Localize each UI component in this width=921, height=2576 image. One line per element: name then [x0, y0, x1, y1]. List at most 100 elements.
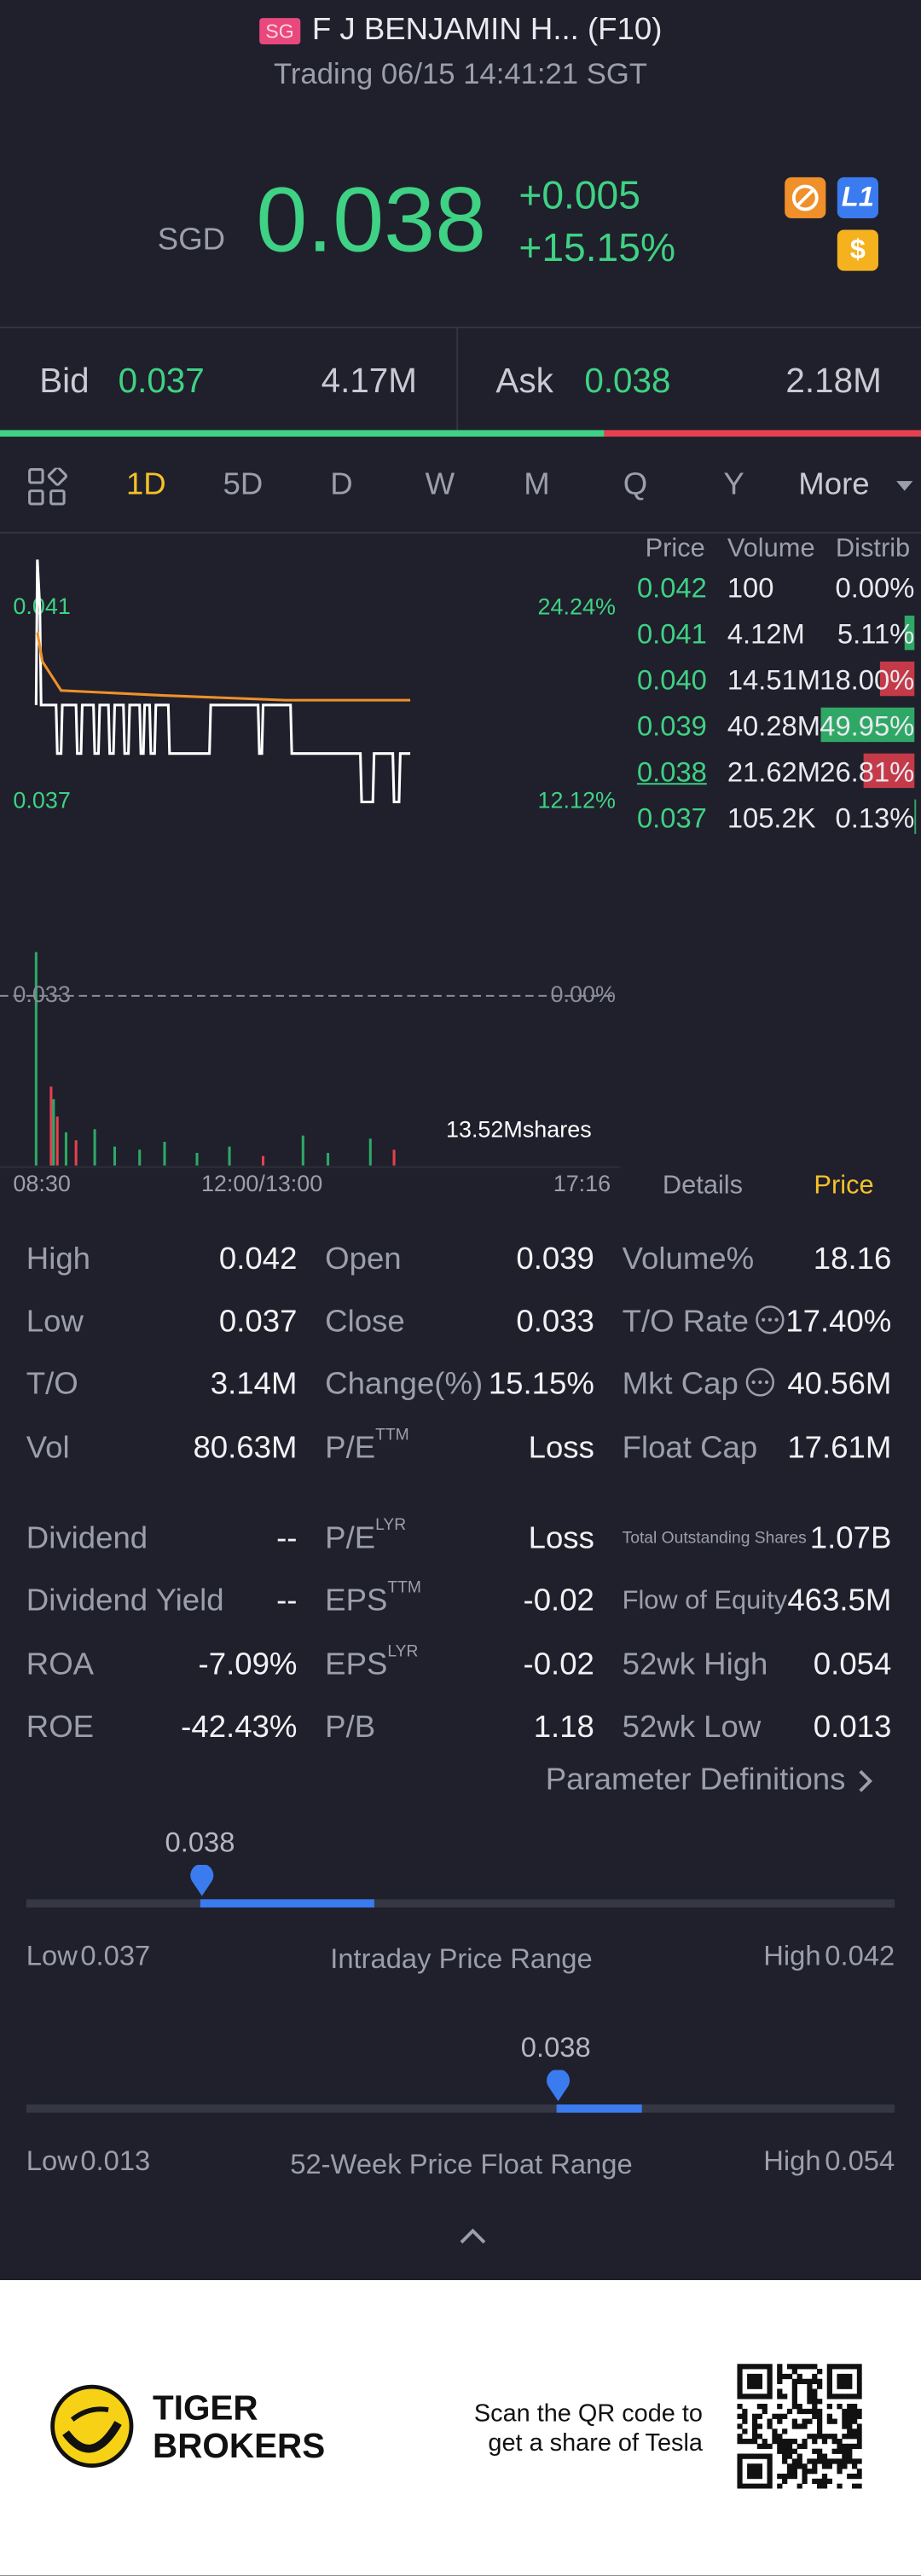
stat-label: Volume% — [623, 1244, 755, 1276]
qr-cell — [847, 2423, 853, 2429]
qr-cell — [831, 2394, 837, 2399]
qr-cell — [821, 2434, 828, 2440]
period-tab[interactable]: Q — [623, 467, 648, 503]
stat-label: Dividend Yield — [26, 1586, 224, 1618]
info-icon[interactable] — [744, 1366, 777, 1399]
qr-cell — [791, 2473, 797, 2480]
qr-cell — [751, 2413, 758, 2419]
qr-cell — [812, 2378, 818, 2384]
qr-cell — [847, 2448, 853, 2454]
y2-tick-label: 12.12% — [538, 788, 616, 813]
qr-cell — [747, 2473, 753, 2480]
qr-cell — [826, 2463, 832, 2469]
stat-label-text: EPS — [325, 1647, 388, 1683]
qr-cell — [802, 2438, 808, 2445]
book-volume: 40.28M — [727, 710, 820, 743]
qr-cell — [796, 2373, 802, 2380]
bid-bar — [0, 430, 605, 437]
qr-cell — [842, 2448, 848, 2454]
qr-cell — [777, 2448, 783, 2454]
qr-cell — [847, 2428, 853, 2434]
qr-cell — [856, 2388, 862, 2394]
x-tick-label: 17:16 — [553, 1171, 611, 1196]
qr-cell — [756, 2453, 763, 2459]
period-tab[interactable]: D — [330, 467, 353, 503]
book-volume: 105.2K — [727, 802, 816, 834]
qr-cell — [812, 2408, 818, 2415]
volume-bar — [34, 952, 38, 1166]
volume-bar — [163, 1142, 166, 1166]
qr-cell — [786, 2443, 793, 2450]
qr-cell — [742, 2428, 748, 2434]
stat-label-sup: TTM — [387, 1578, 421, 1598]
price-tab[interactable]: Price — [814, 1172, 874, 1201]
qr-cell — [831, 2418, 837, 2424]
range-marker — [546, 2069, 570, 2102]
qr-cell — [751, 2473, 758, 2480]
qr-cell — [817, 2483, 823, 2489]
chevron — [859, 1769, 873, 1792]
stat-label-text: Total Outstanding Shares — [622, 1530, 807, 1548]
brand-line-1: TIGER — [153, 2389, 258, 2428]
qr-cell — [842, 2423, 848, 2429]
qr-cell — [851, 2463, 858, 2469]
stat-value: -- — [276, 1583, 298, 1619]
qr-cell — [817, 2423, 823, 2429]
icon-glyph — [791, 184, 819, 211]
qr-cell — [777, 2434, 783, 2440]
qr-cell — [737, 2483, 743, 2489]
qr-cell — [851, 2434, 858, 2440]
qr-cell — [791, 2463, 797, 2469]
qr-cell — [837, 2458, 843, 2464]
collapse-caret[interactable] — [458, 2226, 488, 2245]
info-icon[interactable] — [754, 1304, 787, 1337]
stat-value: 0.033 — [516, 1305, 594, 1340]
qr-cell — [842, 2383, 848, 2389]
qr-cell — [796, 2453, 802, 2459]
volume-bar — [392, 1149, 396, 1166]
currency-icon[interactable] — [837, 229, 878, 271]
level-icon[interactable] — [837, 177, 878, 219]
qr-cell — [837, 2469, 843, 2475]
stat-value: 80.63M — [193, 1431, 298, 1467]
period-tab[interactable]: 5D — [223, 467, 264, 503]
ask-bar — [604, 430, 921, 437]
period-tab[interactable]: M — [524, 467, 550, 503]
qr-cell — [837, 2448, 843, 2454]
volume-bar — [195, 1153, 199, 1166]
qr-cell — [831, 2448, 837, 2454]
parameter-definitions[interactable]: Parameter Definitions — [545, 1763, 846, 1798]
tiger-logo — [50, 2384, 134, 2468]
qr-cell — [807, 2408, 813, 2415]
qr-cell — [842, 2408, 848, 2415]
period-tab[interactable]: More — [798, 467, 870, 503]
qr-cell — [782, 2373, 788, 2380]
book-distrib: 18.00% — [820, 664, 915, 697]
stat-label-text: T/O Rate — [622, 1305, 750, 1340]
qr-cell — [817, 2378, 823, 2384]
stat-value: 0.013 — [813, 1710, 892, 1745]
qr-cell — [817, 2434, 823, 2440]
layout-icon[interactable] — [28, 467, 67, 507]
distrib-bar — [880, 661, 915, 697]
qr-cell — [847, 2413, 853, 2419]
period-tab[interactable]: 1D — [125, 467, 166, 503]
qr-cell — [747, 2438, 753, 2445]
period-tab[interactable]: Y — [723, 467, 744, 503]
qr-cell — [851, 2428, 858, 2434]
qr-cell — [777, 2404, 783, 2410]
details-tab[interactable]: Details — [662, 1172, 744, 1201]
range-title: 52-Week Price Float Range — [290, 2148, 633, 2180]
period-tab[interactable]: W — [425, 467, 455, 503]
qr-cell — [767, 2418, 773, 2424]
qr-cell — [856, 2373, 862, 2380]
qr-cell — [842, 2394, 848, 2399]
bid-label: Bid — [39, 362, 90, 401]
icon-glyph — [751, 1380, 756, 1385]
qr-cell — [786, 2469, 793, 2475]
qr-cell — [851, 2443, 858, 2450]
qr-cell — [737, 2438, 743, 2445]
range-low: 0.037 — [80, 1940, 151, 1972]
qr-cell — [767, 2394, 773, 2399]
qr-cell — [742, 2413, 748, 2419]
